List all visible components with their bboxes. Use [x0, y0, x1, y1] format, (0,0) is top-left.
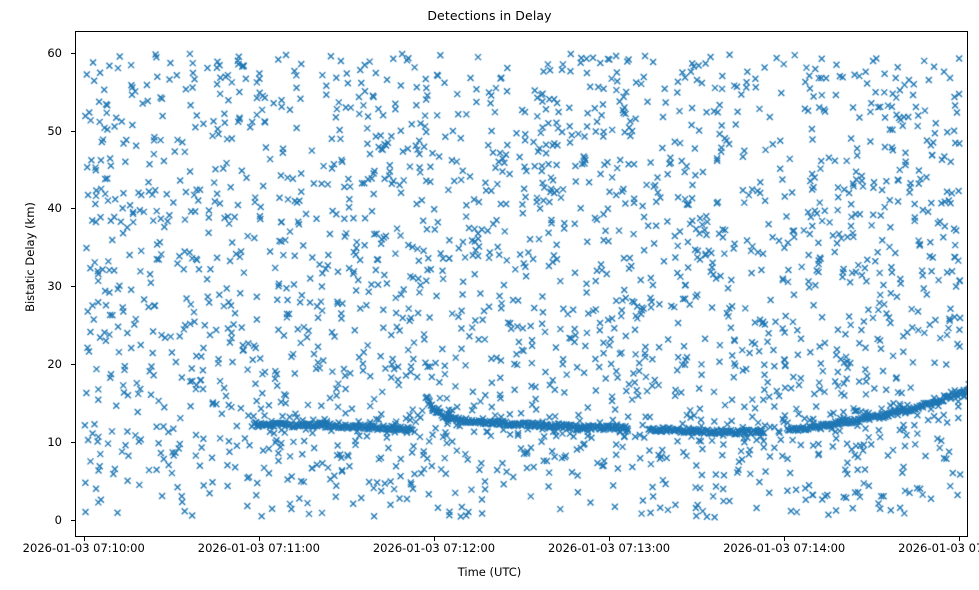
y-axis-tick-mark	[71, 208, 75, 209]
y-axis-tick-label: 0	[54, 512, 62, 527]
x-axis-tick-label: 2026-01-03 07:15:00	[898, 541, 979, 555]
x-axis-tick-mark	[959, 537, 960, 541]
y-axis-tick-mark	[71, 442, 75, 443]
y-axis-title: Bistatic Delay (km)	[23, 202, 37, 312]
y-axis-tick-mark	[71, 364, 75, 365]
x-axis-tick-mark	[259, 537, 260, 541]
x-axis-tick-mark	[784, 537, 785, 541]
y-axis-tick-label: 60	[47, 45, 62, 60]
x-axis-tick-label: 2026-01-03 07:10:00	[22, 541, 145, 555]
x-axis-title: Time (UTC)	[457, 565, 522, 579]
plot-area	[75, 31, 968, 537]
y-axis-tick-label: 10	[47, 435, 62, 450]
x-axis-tick-mark	[84, 537, 85, 541]
x-axis-tick-mark	[434, 537, 435, 541]
y-axis-tick-label: 50	[47, 123, 62, 138]
x-axis-tick-label: 2026-01-03 07:13:00	[547, 541, 671, 555]
x-axis-tick-label: 2026-01-03 07:12:00	[372, 541, 496, 555]
y-axis-tick-mark	[71, 131, 75, 132]
x-axis-tick-label: 2026-01-03 07:11:00	[197, 541, 320, 555]
scatter-plot-canvas	[76, 32, 967, 536]
x-axis-tick-label: 2026-01-03 07:14:00	[723, 541, 846, 555]
y-axis-tick-label: 40	[47, 201, 62, 216]
y-axis-tick-label: 30	[47, 279, 62, 294]
y-axis-tick-label: 20	[47, 357, 62, 372]
x-axis-tick-mark	[609, 537, 610, 541]
y-axis-tick-mark	[71, 286, 75, 287]
y-axis-tick-labels: 0 10 20 30 40 50 60	[0, 0, 62, 590]
page-title: Detections in Delay	[427, 8, 552, 23]
y-axis-tick-mark	[71, 53, 75, 54]
y-axis-tick-mark	[71, 520, 75, 521]
